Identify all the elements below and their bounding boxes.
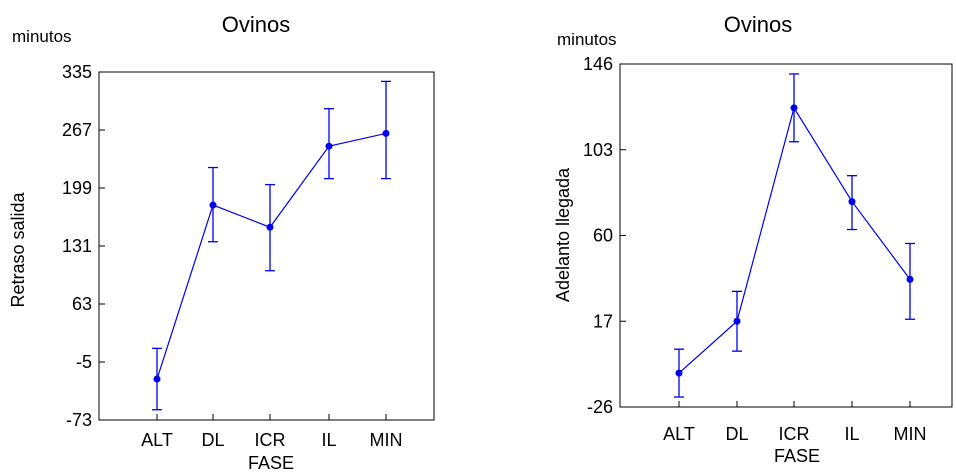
- chart-title: Ovinos: [724, 12, 792, 37]
- y-tick-label: 146: [583, 54, 613, 74]
- data-point: [790, 104, 798, 112]
- x-ticks: ALT DL ICR IL MIN: [663, 401, 927, 444]
- data-point: [675, 369, 683, 377]
- x-tick-label: IL: [844, 424, 859, 444]
- y-tick-label: -26: [587, 397, 613, 417]
- data-point: [209, 201, 217, 209]
- x-tick-label: ALT: [663, 424, 695, 444]
- x-tick-label: ICR: [255, 430, 286, 450]
- data-series: [152, 80, 391, 411]
- y-tick-label: -5: [76, 352, 92, 372]
- x-tick-label: DL: [725, 424, 748, 444]
- y-tick-label: 335: [62, 62, 92, 82]
- data-point: [382, 129, 390, 137]
- y-tick-label: 17: [593, 311, 613, 331]
- data-series: [674, 73, 915, 398]
- chart-title: Ovinos: [222, 12, 290, 37]
- unit-label: minutos: [12, 27, 72, 46]
- x-tick-label: DL: [201, 430, 224, 450]
- y-tick-label: 60: [593, 226, 613, 246]
- data-point: [906, 275, 914, 283]
- y-ticks: -73 -5 63 131 199 267 335: [62, 62, 105, 430]
- y-tick-label: 199: [62, 178, 92, 198]
- x-tick-label: ICR: [779, 424, 810, 444]
- y-tick-label: 63: [72, 294, 92, 314]
- x-axis-label: FASE: [248, 453, 294, 473]
- y-axis-label: Retraso salida: [8, 191, 28, 307]
- data-point: [848, 198, 856, 206]
- y-tick-label: 131: [62, 236, 92, 256]
- x-axis-label: FASE: [774, 446, 820, 466]
- y-axis-label: Adelanto llegada: [553, 167, 573, 302]
- series-line: [678, 106, 911, 374]
- unit-label: minutos: [557, 30, 617, 49]
- y-tick-label: 103: [583, 140, 613, 160]
- x-tick-label: MIN: [894, 424, 927, 444]
- plot-frame: [98, 71, 435, 421]
- x-ticks: ALT DL ICR IL MIN: [141, 414, 403, 450]
- x-tick-label: IL: [321, 430, 336, 450]
- x-tick-label: MIN: [370, 430, 403, 450]
- chart-retraso-salida: Ovinos minutos Retraso salida FASE -73 -5…: [8, 12, 435, 473]
- data-point: [325, 142, 333, 150]
- chart-adelanto-llegada: Ovinos minutos Adelanto llegada FASE -26…: [553, 12, 953, 466]
- data-point: [153, 375, 161, 383]
- data-point: [266, 223, 274, 231]
- series-line: [156, 132, 387, 380]
- y-ticks: -26 17 60 103 146: [583, 54, 626, 417]
- data-point: [733, 317, 741, 325]
- x-tick-label: ALT: [141, 430, 173, 450]
- plot-frame: [619, 63, 953, 408]
- y-tick-label: -73: [66, 410, 92, 430]
- y-tick-label: 267: [62, 120, 92, 140]
